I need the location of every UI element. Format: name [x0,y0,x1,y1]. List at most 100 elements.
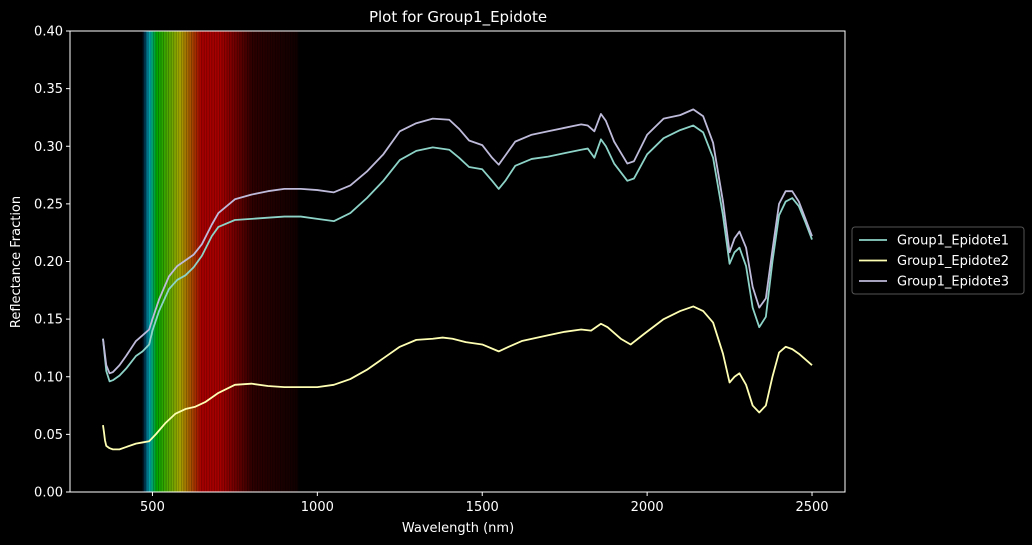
series-lines [102,108,813,451]
spectrum-band-strip [142,31,145,492]
spectrum-band-strip [277,31,281,492]
spectrum-band-strip [266,31,269,492]
spectrum-band-strip [154,31,157,492]
spectrum-band-strip [200,31,203,492]
spectrum-band-strip [295,31,299,492]
spectrum-band-strip [155,31,158,492]
spectrum-band-strip [229,31,233,492]
spectrum-band-strip [246,31,249,492]
spectrum-band-strip [203,31,206,492]
y-tick-label: 0.05 [34,428,63,443]
spectrum-band-strip [220,31,223,492]
spectrum-band-strip [168,31,172,492]
spectrum-band-strip [241,31,244,492]
x-axis-label: Wavelength (nm) [402,521,514,536]
spectrum-band-strip [261,31,264,492]
spectrum-band-strip [205,31,208,492]
spectrum-band-strip [149,31,152,492]
spectrum-band-strip [234,31,238,492]
y-tick-label: 0.10 [34,370,63,385]
spectrum-band-strip [267,31,271,492]
spectrum-band-strip [178,31,182,492]
y-tick-label: 0.40 [34,25,63,40]
x-tick-label: 1500 [466,500,499,515]
spectrum-band-strip [201,31,205,492]
x-tick-label: 1000 [301,500,334,515]
spectrum-band-strip [254,31,257,492]
spectrum-band-strip [287,31,290,492]
spectrum-band-strip [253,31,256,492]
spectrum-band-strip [272,31,276,492]
spectrum-band-strip [187,31,190,492]
spectrum-band-strip [256,31,259,492]
spectrum-band-strip [208,31,211,492]
spectrum-band-strip [180,31,183,492]
series-line-1 [102,124,813,383]
chart-title: Plot for Group1_Epidote [369,8,547,27]
spectrum-band-strip [157,31,160,492]
spectrum-band-strip [162,31,165,492]
spectrum-band-strip [198,31,201,492]
spectrum-band-strip [221,31,224,492]
spectrum-band-strip [188,31,191,492]
spectrum-band-strip [292,31,295,492]
spectrum-band-strip [167,31,170,492]
spectrum-band-strip [279,31,282,492]
spectrum-band-strip [210,31,213,492]
spectrum-band-strip [145,31,149,492]
legend-label-1: Group1_Epidote1 [897,234,1009,249]
spectrum-band-strip [195,31,198,492]
legend-label-3: Group1_Epidote3 [897,275,1009,290]
spectrum-band-strip [274,31,277,492]
spectrum-band-strip [276,31,279,492]
spectrum-band-strip [173,31,177,492]
y-tick-label: 0.20 [34,255,63,270]
spectrum-band-strip [239,31,243,492]
spectrum-band-strip [218,31,221,492]
spectrum-band-strip [190,31,193,492]
spectrum-band-strip [264,31,267,492]
y-tick-label: 0.25 [34,197,63,212]
legend-label-2: Group1_Epidote2 [897,254,1009,269]
spectrum-band-strip [248,31,251,492]
spectrum-band-strip [159,31,162,492]
spectrum-band-strip [192,31,195,492]
spectrum-band-strip [251,31,254,492]
x-tick-label: 2500 [795,500,828,515]
y-axis: 0.00 0.05 0.10 0.15 0.20 0.25 0.30 0.35 0.40 [34,25,70,501]
spectrum-band-strip [290,31,294,492]
y-tick-label: 0.30 [34,140,63,155]
spectrum-band-strip [206,31,210,492]
spectrum-band-strip [150,31,154,492]
spectrum-band-strip [185,31,188,492]
spectrum-band-strip [282,31,285,492]
y-tick-label: 0.15 [34,313,63,328]
spectrum-band-strip [147,31,150,492]
spectrum-band-strip [286,31,289,492]
x-axis: 500 1000 1500 2000 2500 [140,492,829,515]
spectrum-band-strip [294,31,297,492]
spectrum-band-strip [215,31,218,492]
spectrum-band-strip [223,31,226,492]
spectrum-band-strip [216,31,220,492]
spectrum-band-strip [249,31,252,492]
legend-frame [851,226,1025,295]
spectrum-band-strip [228,31,231,492]
series-line-2 [102,305,813,451]
spectrum-band-strip [243,31,246,492]
y-axis-label: Reflectance Fraction [9,196,24,328]
spectrum-band-strip [172,31,175,492]
spectrum-band-strip [163,31,167,492]
spectrum-band-strip [236,31,239,492]
spectrum-band-strip [193,31,196,492]
spectrum-band-strip [269,31,272,492]
spectrum-band-strip [152,31,155,492]
spectrum-band-strip [211,31,215,492]
spectrum-band-strip [165,31,168,492]
spectrum-band-strip [231,31,234,492]
x-tick-label: 500 [140,500,165,515]
spectrum-band-strip [281,31,284,492]
spectrum-band-strip [289,31,292,492]
spectrum-band-strip [233,31,236,492]
